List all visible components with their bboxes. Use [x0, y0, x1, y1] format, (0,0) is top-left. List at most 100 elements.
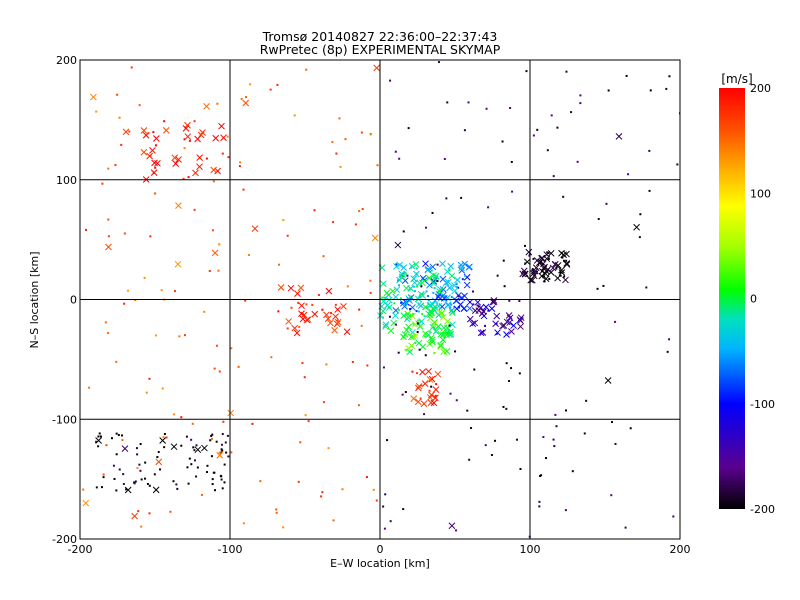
data-point: [336, 319, 339, 322]
data-point: [394, 241, 402, 249]
data-point: [494, 329, 501, 336]
data-point: [172, 160, 180, 167]
data-point: [334, 318, 342, 326]
data-point: [205, 471, 208, 474]
data-point: [285, 318, 292, 325]
data-point: [300, 311, 308, 319]
data-point: [242, 99, 250, 107]
data-point: [294, 290, 301, 297]
colorbar-tick-label: -100: [750, 398, 775, 411]
data-point: [519, 270, 527, 278]
data-point: [298, 325, 301, 328]
data-point: [547, 257, 550, 260]
data-point: [95, 110, 98, 113]
data-point: [139, 443, 142, 446]
data-point: [113, 477, 116, 480]
data-point: [426, 301, 434, 309]
data-point: [416, 322, 419, 325]
data-point: [206, 464, 209, 467]
data-point: [210, 434, 213, 437]
data-point: [297, 301, 300, 304]
data-point: [542, 276, 545, 279]
data-point: [409, 308, 412, 311]
data-point: [107, 235, 110, 238]
data-point: [406, 348, 414, 356]
data-point: [297, 284, 305, 292]
data-point: [539, 474, 542, 477]
data-point: [437, 341, 445, 349]
data-point: [331, 141, 334, 144]
data-point: [676, 163, 679, 166]
data-point: [442, 331, 445, 334]
data-point: [454, 276, 461, 284]
data-point: [413, 285, 416, 288]
data-point: [447, 262, 455, 270]
data-point: [162, 126, 170, 134]
data-point: [678, 112, 680, 115]
data-point: [460, 196, 463, 199]
data-point: [82, 499, 90, 507]
data-point: [323, 311, 330, 319]
data-point: [381, 316, 384, 319]
data-point: [148, 377, 151, 380]
data-point: [552, 438, 555, 441]
data-point: [325, 363, 328, 366]
data-point: [330, 312, 333, 315]
data-point: [425, 274, 433, 282]
data-point: [464, 275, 467, 278]
data-point: [317, 293, 320, 296]
data-point: [579, 94, 582, 97]
data-point: [286, 234, 289, 237]
data-point: [412, 322, 415, 325]
data-point: [397, 308, 400, 311]
data-point: [422, 303, 429, 311]
data-point: [440, 324, 448, 332]
data-point: [196, 466, 199, 469]
data-point: [413, 270, 420, 278]
data-point: [396, 279, 399, 282]
data-point: [220, 134, 227, 142]
data-point: [518, 300, 521, 303]
data-point: [385, 304, 393, 311]
data-point: [182, 177, 185, 180]
data-point: [446, 284, 453, 292]
data-point: [488, 305, 496, 312]
data-point: [549, 264, 557, 272]
data-point: [415, 267, 418, 270]
data-point: [321, 308, 324, 311]
data-point: [105, 444, 108, 447]
data-point: [376, 164, 379, 167]
data-point: [383, 527, 386, 530]
data-point: [277, 284, 285, 291]
data-point: [395, 263, 398, 266]
data-point: [602, 284, 605, 287]
data-point: [416, 372, 419, 375]
data-point: [95, 486, 98, 489]
data-point: [448, 324, 451, 327]
data-point: [438, 309, 446, 317]
data-point: [432, 386, 440, 393]
data-point: [223, 463, 226, 466]
data-point: [565, 259, 568, 262]
data-point: [424, 354, 427, 357]
data-point: [183, 147, 186, 150]
data-point: [396, 261, 403, 269]
data-point: [244, 299, 247, 302]
data-point: [426, 340, 433, 348]
data-point: [305, 303, 308, 306]
data-point: [446, 331, 453, 338]
data-point: [436, 308, 444, 316]
data-point: [521, 270, 529, 278]
y-tick-label: -100: [52, 413, 77, 426]
data-point: [116, 93, 119, 96]
data-point: [218, 451, 221, 454]
data-point: [282, 219, 285, 222]
data-point: [230, 451, 233, 454]
data-point: [115, 360, 118, 363]
colorbar-tick-label: 100: [750, 187, 771, 200]
data-point: [515, 438, 518, 441]
data-point: [559, 274, 562, 277]
data-point: [371, 234, 379, 242]
data-point: [115, 489, 118, 492]
